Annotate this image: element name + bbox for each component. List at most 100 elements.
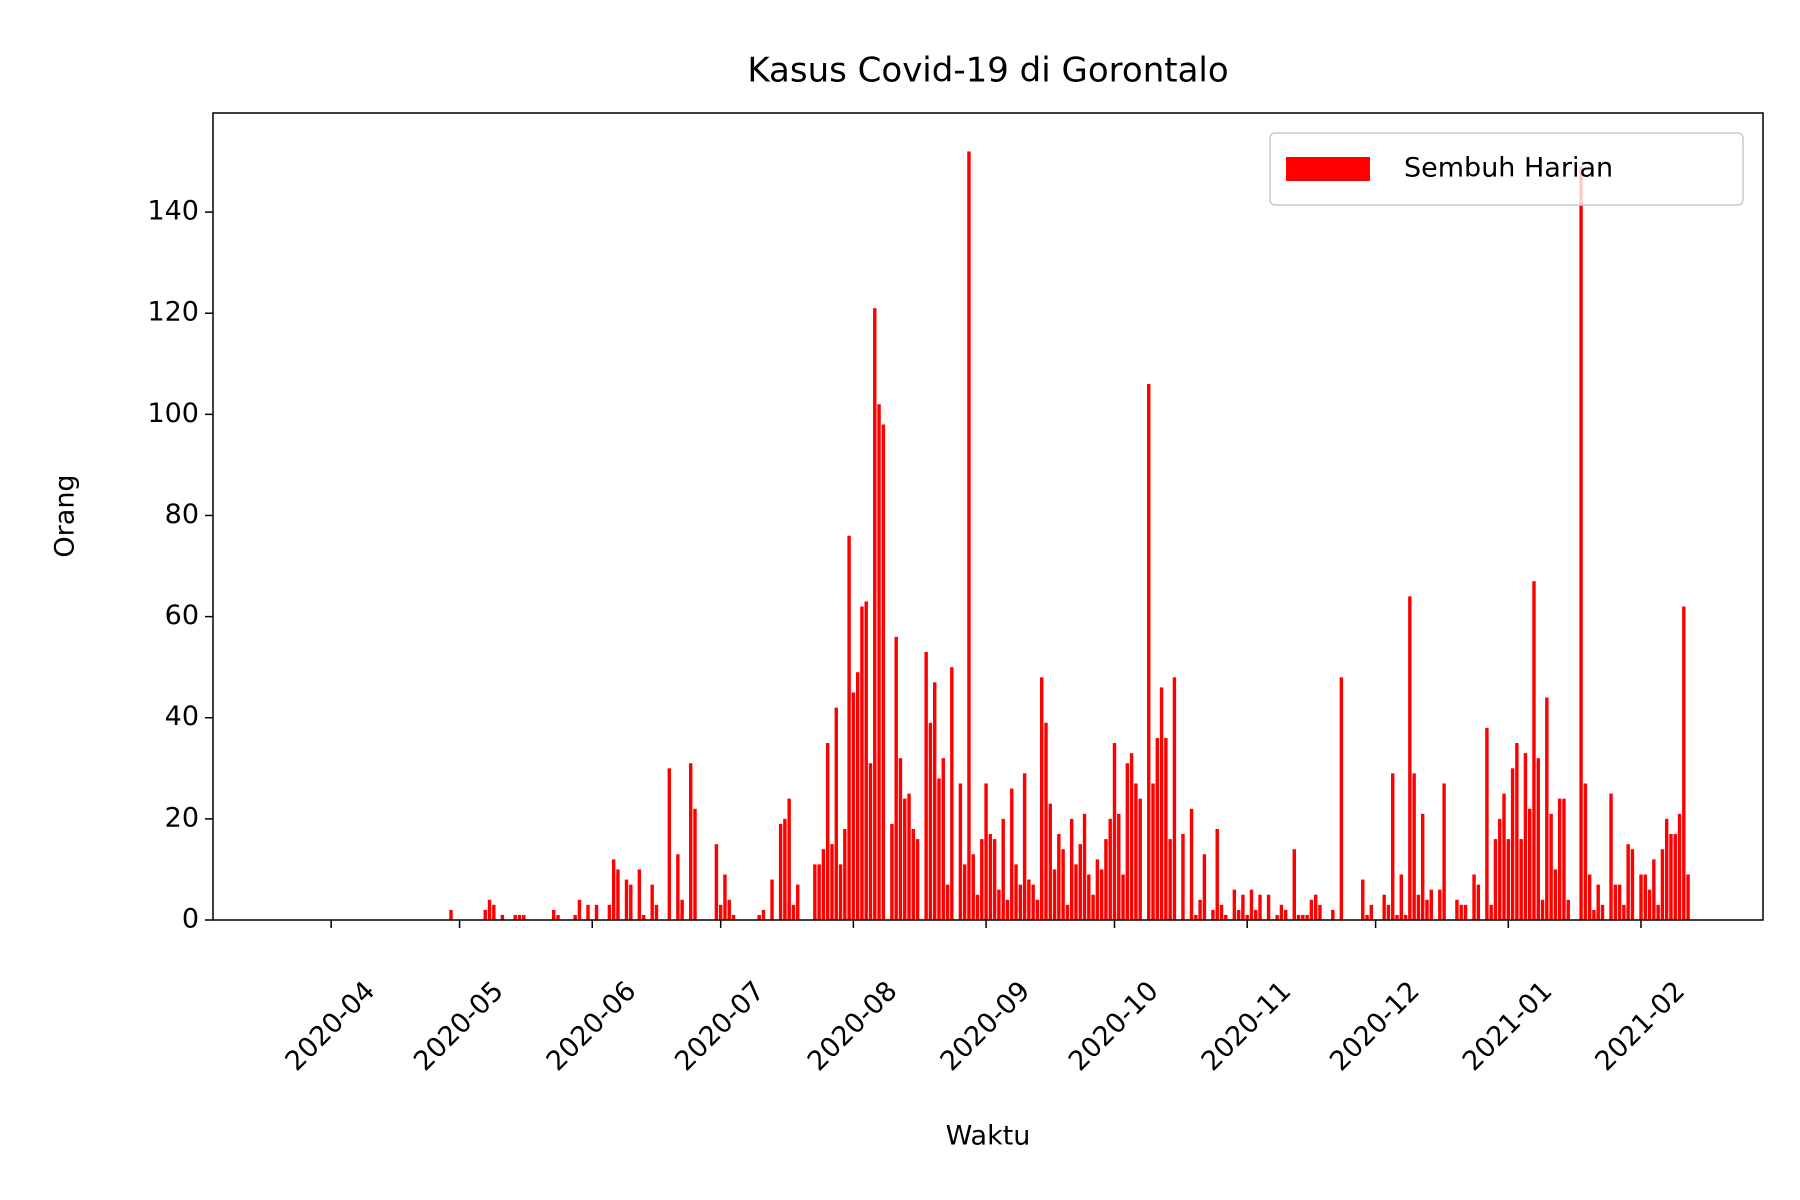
- bar: [1476, 884, 1481, 920]
- bar: [1236, 909, 1241, 920]
- bar: [851, 692, 856, 920]
- y-tick-label: 100: [147, 398, 199, 429]
- bar: [1438, 889, 1442, 920]
- bar: [868, 763, 873, 920]
- bar: [877, 404, 881, 920]
- bar: [1001, 818, 1005, 920]
- bar: [1022, 773, 1027, 920]
- bar: [1399, 874, 1404, 920]
- bar: [932, 682, 937, 920]
- bar: [1502, 793, 1506, 920]
- bar: [1403, 914, 1408, 920]
- bar: [1600, 904, 1605, 920]
- bar: [1301, 914, 1305, 920]
- bar: [1172, 677, 1177, 920]
- bar: [757, 914, 761, 920]
- bar: [723, 874, 727, 920]
- bar: [1305, 914, 1309, 920]
- bar: [616, 869, 620, 920]
- bar: [1463, 904, 1468, 920]
- bar: [1275, 914, 1279, 920]
- bar: [988, 834, 993, 920]
- bar: [1155, 737, 1160, 920]
- bar: [1211, 909, 1215, 920]
- bar: [1532, 581, 1536, 920]
- bar: [1065, 904, 1070, 920]
- bar: [1074, 864, 1078, 920]
- bar: [1198, 899, 1202, 920]
- bar: [689, 763, 693, 920]
- chart-title: Kasus Covid-19 di Gorontalo: [747, 51, 1228, 91]
- bar: [817, 864, 821, 920]
- bar: [1104, 839, 1108, 920]
- bar: [1117, 813, 1121, 920]
- bar: [1664, 818, 1669, 920]
- bar: [1361, 879, 1365, 920]
- bar: [1523, 753, 1528, 920]
- bar: [1099, 869, 1104, 920]
- bar: [1596, 884, 1600, 920]
- bar: [594, 904, 599, 920]
- bar: [1412, 773, 1416, 920]
- y-tick-label: 0: [182, 904, 199, 935]
- bar: [1583, 783, 1588, 920]
- bar: [1686, 874, 1690, 920]
- bar: [1391, 773, 1395, 920]
- bar: [911, 828, 916, 920]
- bar: [1147, 384, 1151, 920]
- bar: [1442, 783, 1446, 920]
- legend-box: [1269, 132, 1744, 206]
- bar: [1506, 839, 1511, 920]
- bar: [1592, 909, 1596, 920]
- bar: [1369, 904, 1374, 920]
- bar: [1455, 899, 1459, 920]
- bar: [1617, 884, 1622, 920]
- bar: [1660, 849, 1665, 920]
- bar: [1677, 813, 1682, 920]
- bar: [1622, 904, 1626, 920]
- bar: [727, 899, 731, 920]
- bar: [1249, 889, 1254, 920]
- bar: [855, 672, 860, 920]
- bar: [941, 758, 945, 920]
- bar: [1647, 889, 1652, 920]
- bar: [962, 864, 967, 920]
- bar: [980, 839, 984, 920]
- bar: [770, 879, 774, 920]
- bar: [1108, 818, 1112, 920]
- bar: [1489, 904, 1493, 920]
- bar: [1429, 889, 1433, 920]
- bar: [838, 864, 843, 920]
- bar: [843, 828, 847, 920]
- bar: [1138, 798, 1142, 920]
- bar: [1241, 894, 1245, 920]
- bar: [1044, 722, 1048, 920]
- bar: [1365, 914, 1369, 920]
- y-tick-label: 40: [165, 701, 199, 732]
- bar: [1245, 914, 1249, 920]
- x-axis-label: Waktu: [946, 1121, 1031, 1152]
- bar: [1258, 894, 1262, 920]
- plot-frame: [212, 112, 1764, 921]
- bar: [1493, 839, 1498, 920]
- bar: [958, 783, 963, 920]
- bar: [881, 424, 886, 920]
- bar: [607, 904, 612, 920]
- bar: [513, 914, 517, 920]
- bar: [890, 823, 894, 920]
- bar: [573, 914, 577, 920]
- bar: [1168, 839, 1172, 920]
- bar: [1669, 834, 1673, 920]
- bar: [624, 879, 629, 920]
- bar: [676, 854, 680, 920]
- bar: [1562, 798, 1566, 920]
- bar: [1459, 904, 1463, 920]
- bar: [1159, 687, 1164, 920]
- bar: [924, 652, 928, 920]
- bar: [629, 884, 633, 920]
- bar: [1609, 793, 1613, 920]
- bar: [778, 823, 783, 920]
- bar: [556, 914, 560, 920]
